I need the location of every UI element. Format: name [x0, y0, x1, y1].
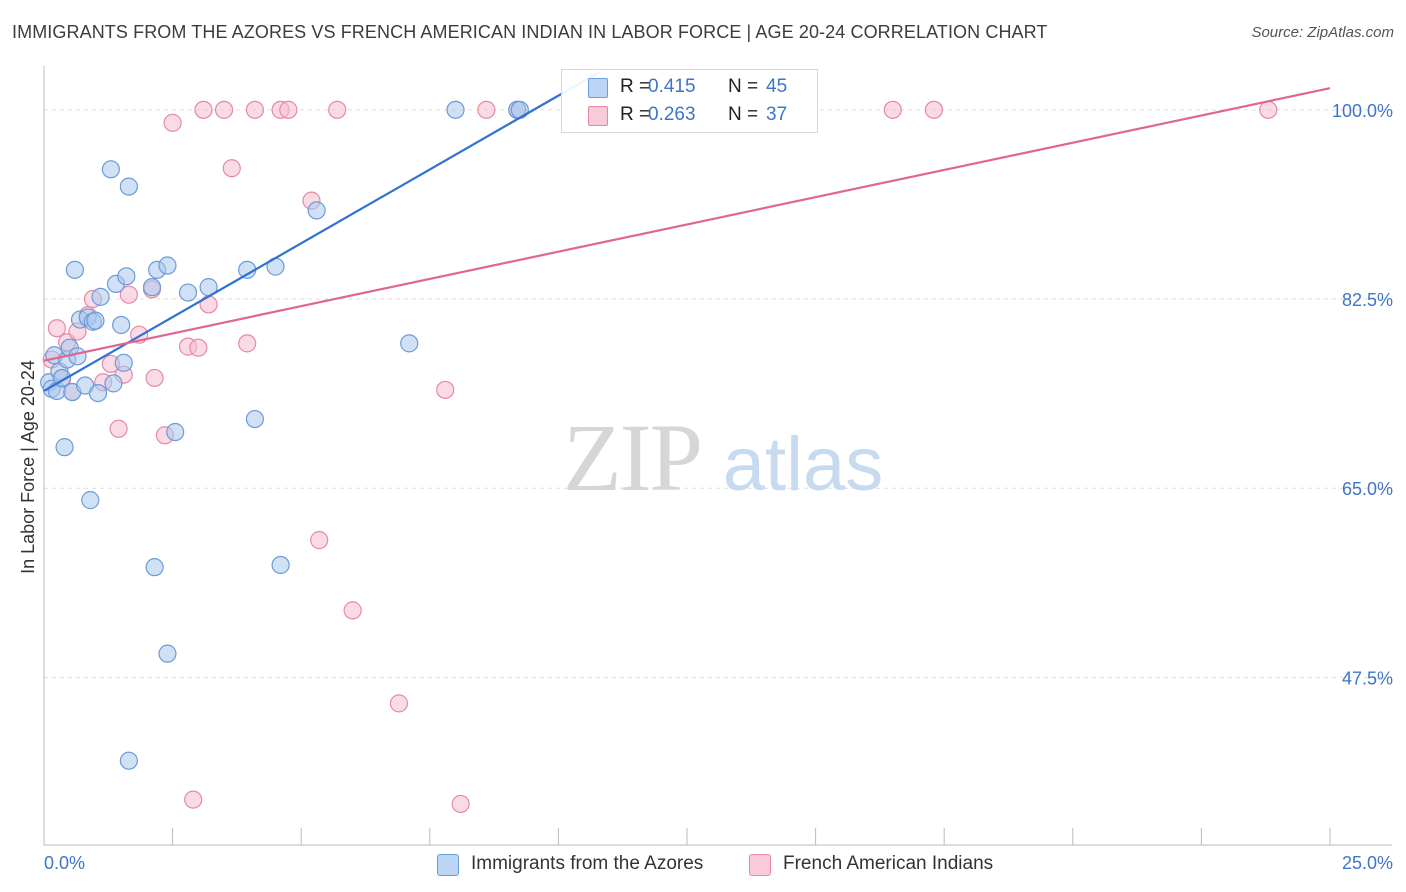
data-point [142, 278, 162, 297]
data-point [114, 353, 133, 372]
data-point [158, 256, 177, 275]
data-point [145, 368, 164, 388]
legend-n-value: 37 [766, 104, 788, 125]
y-axis-label: In Labor Force | Age 20-24 [18, 360, 38, 574]
data-point [194, 100, 213, 119]
trend-line [43, 87, 1331, 362]
legend-swatch-blue [437, 854, 459, 876]
legend-r-label: R = [620, 76, 651, 97]
data-point [163, 113, 182, 132]
x-tick-label: 0.0% [44, 853, 85, 873]
legend-swatch-pink [588, 106, 608, 126]
data-point [101, 160, 120, 179]
axes-layer [43, 66, 1392, 846]
legend-swatch-blue [588, 78, 608, 98]
data-point [199, 295, 218, 314]
legend-n-label: N = [728, 104, 759, 125]
chart-title: IMMIGRANTS FROM THE AZORES VS FRENCH AME… [12, 22, 1048, 42]
data-point [436, 380, 455, 399]
data-point [883, 100, 902, 119]
data-point [343, 601, 362, 620]
data-point [47, 319, 66, 338]
legend-label-azores: Immigrants from the Azores [471, 853, 704, 874]
data-point [271, 555, 290, 575]
data-point [178, 283, 198, 302]
data-point [510, 100, 529, 119]
data-point [117, 267, 136, 286]
data-point [389, 694, 409, 713]
data-point [189, 338, 208, 357]
data-point [86, 311, 105, 330]
data-point [310, 531, 329, 550]
data-point [245, 409, 265, 429]
x-tick-label: 25.0% [1342, 853, 1393, 873]
tick-labels: 47.5% 65.0% 82.5% 100.0% 0.0% 25.0% [44, 101, 1393, 873]
data-point [184, 790, 203, 809]
legend-r-label: R = [620, 104, 651, 125]
data-point [400, 334, 419, 353]
grid-layer [44, 109, 1392, 678]
y-tick-label: 82.5% [1342, 290, 1393, 310]
legend-swatch-pink [749, 854, 771, 876]
data-point [1259, 100, 1278, 119]
data-point [222, 159, 241, 178]
data-point [477, 100, 496, 119]
data-point [924, 100, 944, 119]
legend-n-value: 45 [766, 76, 788, 97]
watermark-zip: ZIP [563, 404, 701, 511]
data-point [446, 100, 465, 119]
data-point [68, 347, 87, 366]
data-point [245, 100, 265, 119]
trend-line [43, 71, 601, 392]
correlation-legend: R = 0.415 N = 45 R = 0.263 N = 37 [561, 69, 818, 133]
legend-n-label: N = [728, 76, 759, 97]
data-point [328, 100, 347, 119]
data-point [238, 334, 257, 353]
data-point [307, 201, 326, 220]
data-point [104, 374, 123, 393]
data-point [65, 260, 84, 279]
data-point [109, 419, 128, 438]
legend-label-french-american-indians: French American Indians [783, 853, 994, 874]
trend-lines [43, 71, 1331, 392]
data-point [451, 794, 470, 814]
data-point [166, 422, 185, 442]
source-label: Source: ZipAtlas.com [1251, 24, 1394, 41]
data-point [119, 285, 138, 304]
watermark-atlas: atlas [723, 422, 884, 507]
y-tick-label: 47.5% [1342, 668, 1393, 688]
data-point [145, 558, 164, 577]
azores-points [40, 100, 529, 770]
y-tick-label: 65.0% [1342, 479, 1393, 499]
y-tick-label: 100.0% [1332, 101, 1393, 121]
series-legend: Immigrants from the Azores French Americ… [0, 850, 1406, 880]
data-point [112, 315, 131, 335]
legend-r-value: 0.415 [648, 76, 696, 97]
data-point [119, 751, 138, 770]
data-point [55, 438, 74, 457]
data-point [214, 100, 234, 119]
data-point [81, 491, 100, 510]
data-point [158, 644, 177, 663]
data-point [91, 287, 110, 306]
data-point [279, 100, 298, 119]
legend-r-value: 0.263 [648, 104, 696, 125]
data-point [119, 177, 138, 196]
data-point [88, 383, 108, 403]
